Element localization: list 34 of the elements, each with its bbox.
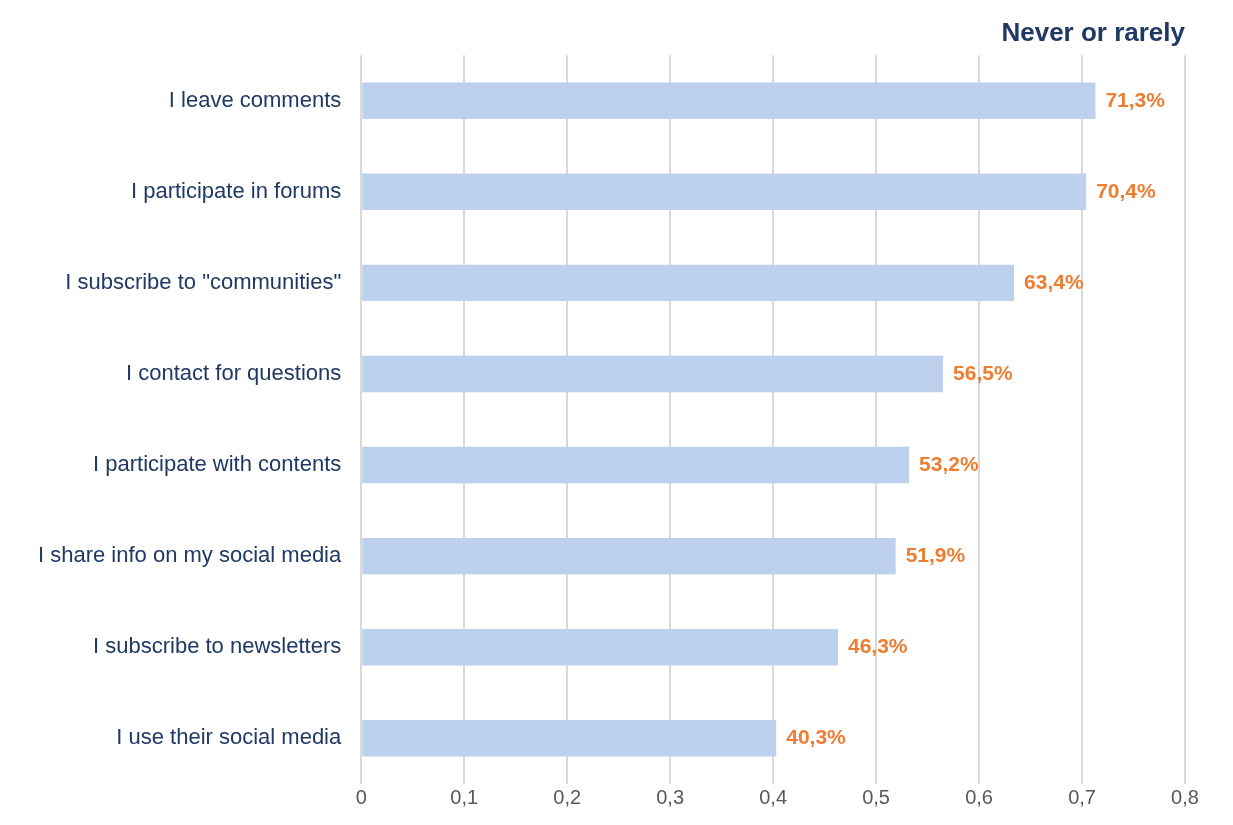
x-tick-label: 0,1 (450, 786, 479, 809)
data-label: 51,9% (905, 542, 966, 566)
y-tick-label: I share info on my social media (37, 542, 342, 568)
x-tick-label: 0 (355, 786, 367, 809)
y-tick-label: I subscribe to newsletters (93, 633, 342, 659)
bar (362, 355, 944, 393)
y-tick-label: I participate in forums (130, 177, 342, 203)
x-tick-label: 0,2 (553, 786, 582, 809)
bar (362, 446, 910, 484)
bar (362, 537, 896, 575)
data-label: 46,3% (848, 633, 908, 657)
data-label: 63,4% (1024, 269, 1084, 293)
data-label: 56,5% (953, 360, 1013, 384)
bar (362, 264, 1015, 302)
y-tick-label: I subscribe to "communities" (65, 268, 342, 294)
x-tick-label: 0,7 (1068, 786, 1096, 809)
y-tick-label: I leave comments (168, 86, 342, 112)
bar (362, 82, 1096, 119)
x-tick-label: 0,6 (965, 786, 993, 809)
bar (362, 173, 1087, 211)
x-tick-label: 0,4 (759, 786, 788, 809)
y-tick-label: I use their social media (116, 724, 343, 750)
x-tick-label: 0,5 (862, 786, 890, 809)
bar (362, 720, 777, 757)
data-label: 70,4% (1096, 178, 1157, 202)
y-tick-label: I participate with contents (93, 451, 342, 477)
y-tick-label: I contact for questions (126, 360, 342, 386)
bar (362, 628, 838, 666)
data-label: 40,3% (786, 725, 847, 749)
x-tick-label: 0,8 (1171, 786, 1199, 809)
data-label: 71,3% (1105, 87, 1166, 111)
chart-title: Never or rarely (1001, 16, 1186, 47)
x-tick-label: 0,3 (656, 786, 685, 809)
data-label: 53,2% (919, 451, 979, 475)
